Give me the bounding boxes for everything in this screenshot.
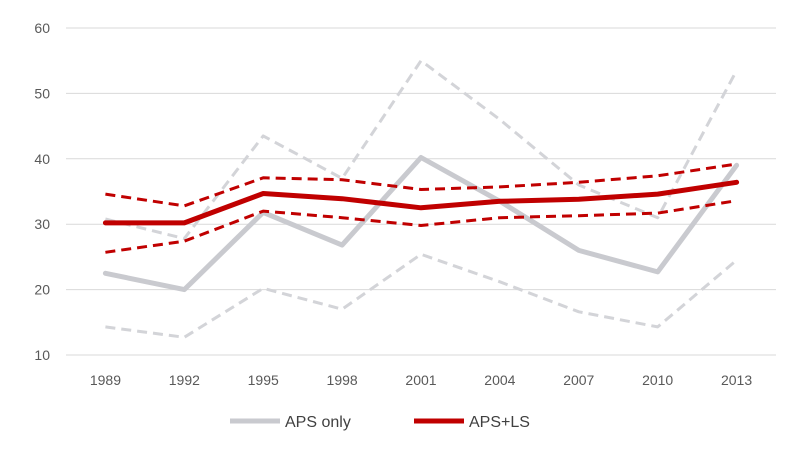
series-line-aps-only — [102, 155, 740, 293]
x-tick-label: 1992 — [169, 372, 200, 388]
x-tick-label: 1995 — [248, 372, 279, 388]
legend-label: APS+LS — [469, 414, 530, 431]
x-tick-label: 1989 — [90, 372, 121, 388]
y-tick-label: 10 — [34, 347, 50, 363]
y-tick-label: 60 — [34, 20, 50, 36]
legend: APS only APS+LS — [230, 414, 530, 431]
y-tick-label: 50 — [34, 85, 50, 101]
series-line-aps-ls-lower-bound — [105, 199, 737, 254]
series-line-aps-only-upper-bound — [105, 59, 738, 241]
y-axis-tick-labels: 10 20 30 40 50 60 — [34, 20, 50, 363]
x-tick-label: 2007 — [563, 372, 594, 388]
x-tick-label: 1998 — [327, 372, 358, 388]
series-line-aps-ls-upper-bound — [105, 162, 737, 208]
series-line-aps-ls — [102, 179, 740, 226]
x-tick-label: 2013 — [721, 372, 752, 388]
y-tick-label: 40 — [34, 151, 50, 167]
y-tick-label: 20 — [34, 282, 50, 298]
x-axis-tick-labels: 1989 1992 1995 1998 2001 2004 2007 2010 2013 — [90, 372, 752, 388]
x-tick-label: 2010 — [642, 372, 673, 388]
x-tick-label: 2004 — [484, 372, 515, 388]
x-tick-label: 2001 — [405, 372, 436, 388]
legend-label: APS only — [285, 414, 351, 431]
y-tick-label: 30 — [34, 216, 50, 232]
series-lines — [102, 59, 740, 339]
